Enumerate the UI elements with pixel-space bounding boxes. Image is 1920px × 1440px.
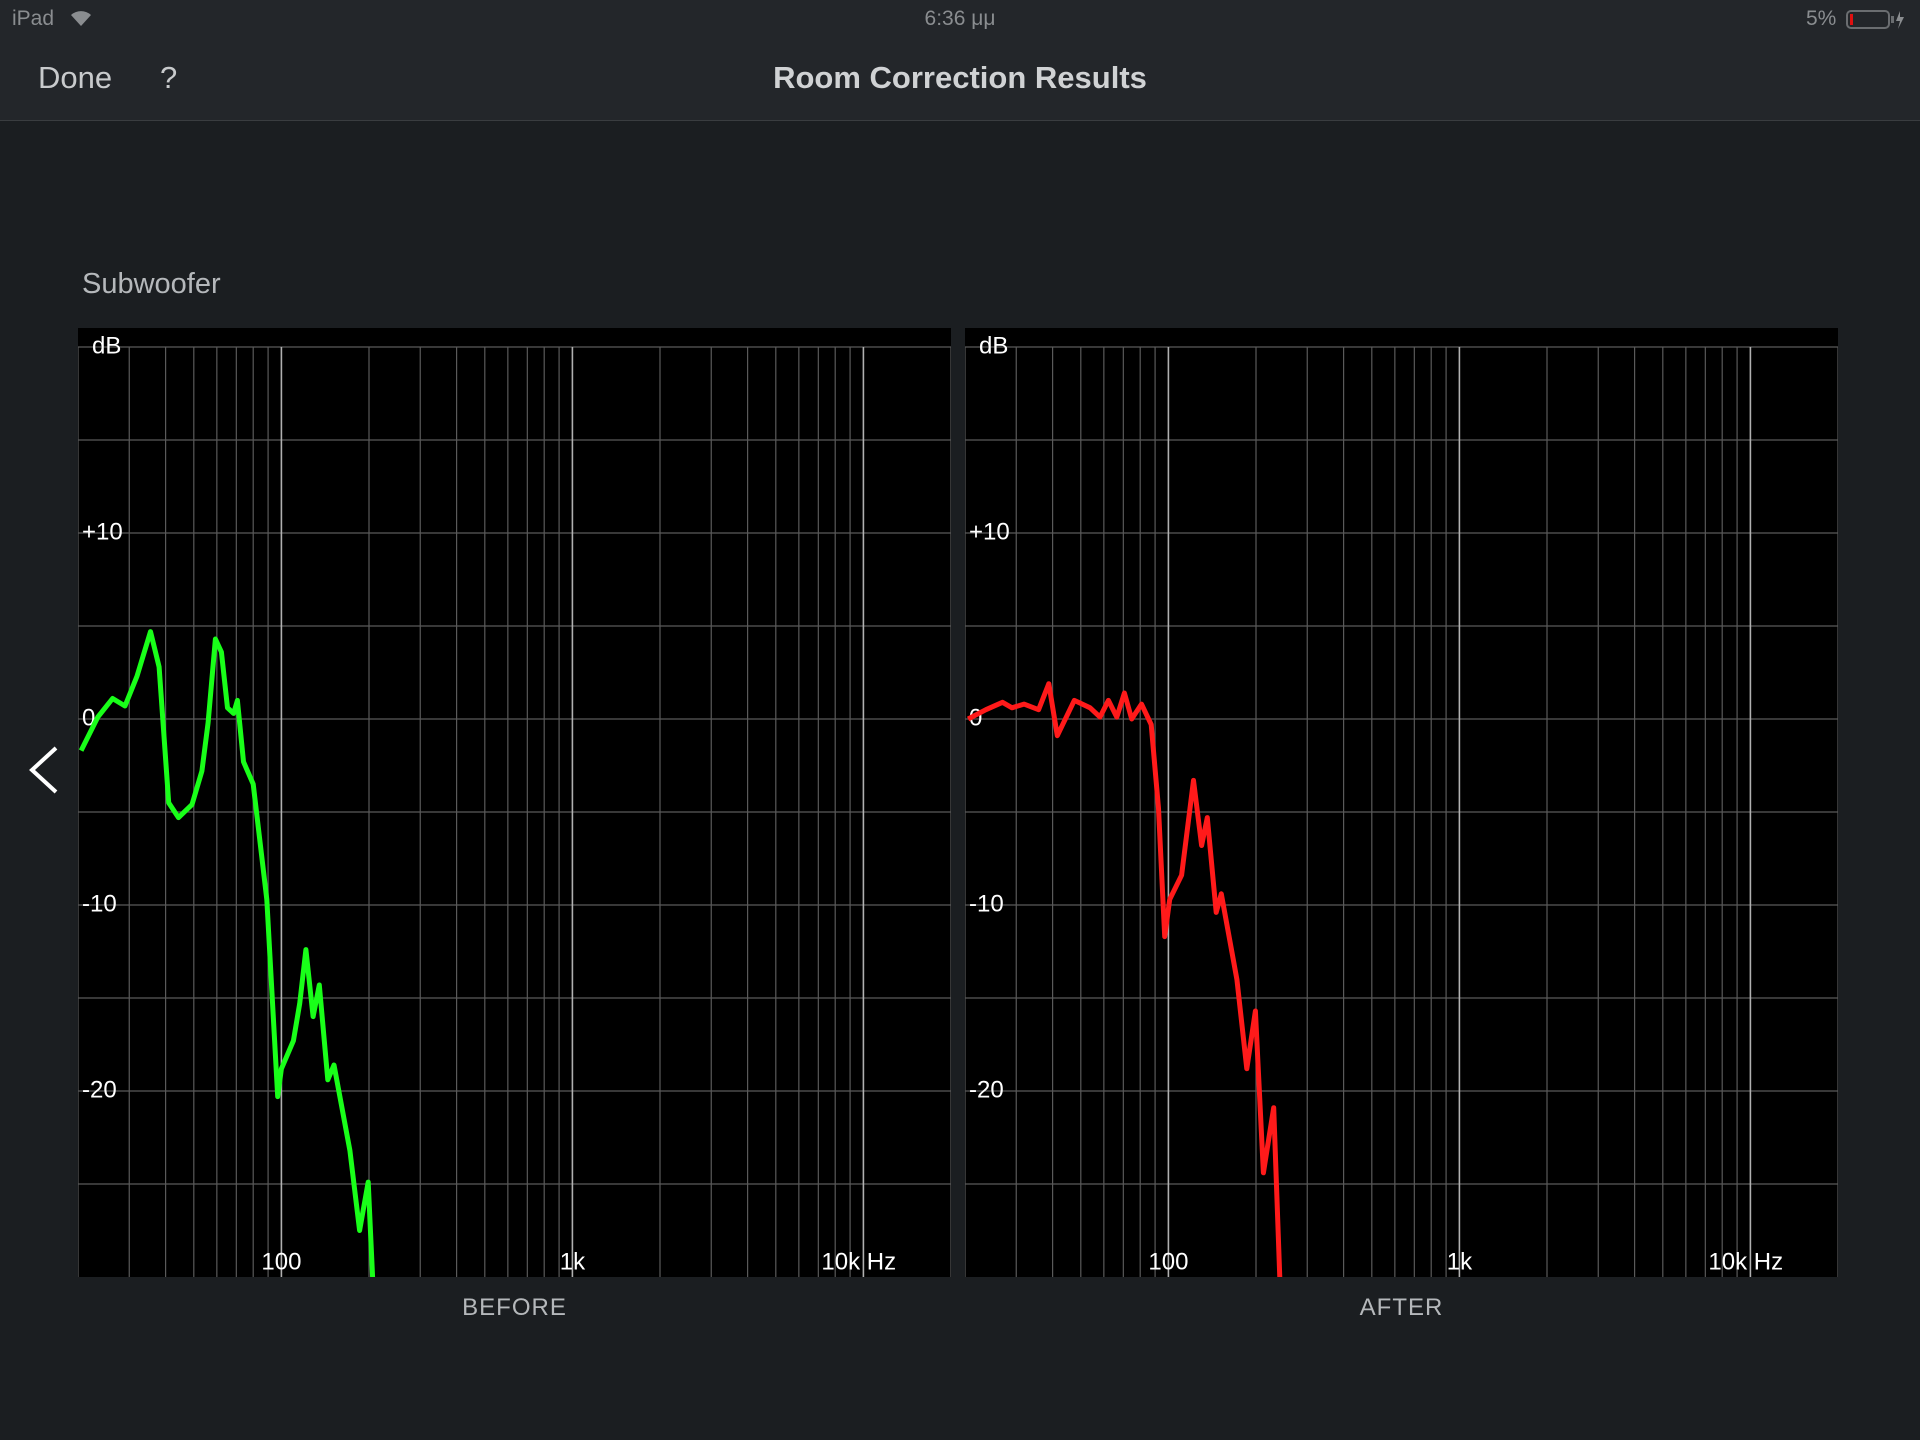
x-tick-label: 100 [1148, 1248, 1188, 1275]
x-tick-label: 1k [560, 1248, 586, 1275]
response-line [966, 681, 1283, 1277]
chart: +10 0 -10 -20 100 1k 10k Hz dB [77, 328, 952, 1277]
y-tick-label: -10 [82, 890, 117, 917]
y-tick-label: +10 [82, 518, 123, 545]
nav-title: Room Correction Results [773, 60, 1147, 95]
help-button[interactable]: ? [160, 60, 178, 95]
done-button[interactable]: Done [38, 60, 113, 95]
nav-bar: Done ? Room Correction Results [0, 38, 1920, 121]
battery-percent: 5% [1806, 7, 1837, 30]
chart: +10 0 -10 -20 100 1k 10k Hz dB [964, 328, 1839, 1277]
status-bar: iPad 6:36 μμ 5% [0, 0, 1920, 38]
x-tick-label: 10k Hz [821, 1248, 896, 1275]
x-tick-label: 10k Hz [1708, 1248, 1783, 1275]
chart-title: AFTER [1359, 1294, 1444, 1321]
y-tick-label: +10 [969, 518, 1010, 545]
y-axis-label: dB [979, 332, 1008, 359]
device: iPad [12, 7, 55, 30]
wifi-icon [71, 11, 91, 26]
chart-title: BEFORE [462, 1294, 567, 1321]
battery-icon [1846, 10, 1904, 29]
y-tick-label: -20 [82, 1076, 117, 1103]
response-line [78, 629, 376, 1277]
y-axis-label: dB [92, 332, 121, 359]
section-title: Subwoofer [82, 268, 221, 300]
x-tick-label: 100 [261, 1248, 301, 1275]
y-tick-label: -10 [969, 890, 1004, 917]
time: 6:36 μμ [924, 7, 996, 30]
x-tick-label: 1k [1447, 1248, 1473, 1275]
y-tick-label: -20 [969, 1076, 1004, 1103]
back-chevron[interactable] [26, 745, 62, 795]
